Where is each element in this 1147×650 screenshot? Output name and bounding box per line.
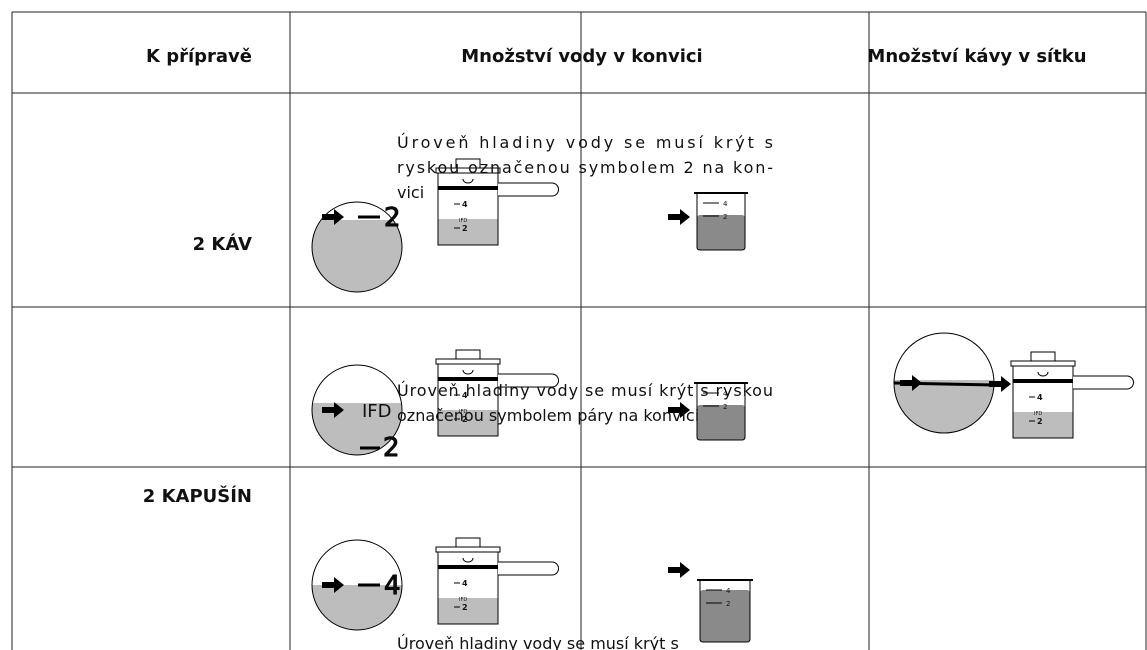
- pot-mark: IFD: [1034, 411, 1042, 417]
- pot-mark: 2: [462, 603, 468, 612]
- basket-mark: 4: [723, 390, 728, 398]
- basket-fill: [700, 590, 750, 642]
- basket-mark: 2: [723, 403, 727, 411]
- arrow: [989, 376, 1011, 392]
- pot-mark: 2: [462, 224, 468, 233]
- arrow: [668, 562, 690, 578]
- arrow: [322, 577, 344, 593]
- pot-rim: [435, 546, 501, 553]
- pot-mark: IFD: [459, 597, 467, 603]
- pot-rim: [435, 167, 501, 174]
- magnifier-circle: [311, 364, 403, 456]
- header-cell: Množství kávy v sítku: [867, 46, 1086, 67]
- basket-body: [696, 193, 746, 251]
- filter-basket: 42: [694, 192, 748, 251]
- pot-mark: 4: [462, 200, 468, 209]
- caption-line: vici: [397, 183, 424, 202]
- level-line: [438, 565, 498, 569]
- pot-fill: [438, 219, 498, 245]
- pot-mark: IFD: [459, 409, 467, 415]
- valve: [1037, 371, 1049, 377]
- zoom-mark: 4: [384, 571, 401, 601]
- pot-mark: 4: [462, 579, 468, 588]
- pot-mark: 2: [1037, 417, 1043, 426]
- pot-fill: [438, 410, 498, 436]
- row-label: 2 KÁV: [193, 233, 252, 255]
- arrow: [900, 375, 922, 391]
- zoom-mark: 2: [384, 203, 401, 233]
- zoom-mark: IFD: [362, 401, 392, 422]
- magnifier: [893, 332, 995, 434]
- caption-line: ryskou označenou symbolem 2 na kon-: [397, 158, 773, 177]
- water: [894, 380, 994, 433]
- arrow: [668, 402, 690, 418]
- header-cell: Množství vody v konvici: [461, 46, 702, 67]
- zoom-mark: 2: [383, 433, 400, 463]
- basket-body: [699, 580, 751, 643]
- magnifier: IFD 2: [311, 364, 403, 464]
- filter-basket: 42: [694, 382, 748, 441]
- pot-rim: [435, 358, 501, 365]
- arrow: [668, 209, 690, 225]
- caption-line: Úroveň hladiny vody se musí krýt s rysko…: [397, 381, 773, 400]
- basket-mark: 2: [726, 600, 730, 608]
- pot-mark: 4: [462, 391, 468, 400]
- filter-basket: 42: [697, 579, 753, 643]
- caption-line: označenou symbolem páry na konvici: [397, 406, 699, 425]
- pot-mark: 2: [462, 415, 468, 424]
- magnifier: 4: [311, 539, 403, 631]
- valve: [462, 557, 474, 563]
- header-cell: K přípravě: [146, 46, 252, 67]
- pot-rim: [1010, 360, 1076, 367]
- pot-fill: [1013, 412, 1073, 438]
- basket-fill: [697, 215, 745, 250]
- level-line: [438, 377, 498, 381]
- basket-fill: [697, 405, 745, 440]
- basket-body: [696, 383, 746, 441]
- pot-mark: 4: [1037, 393, 1043, 402]
- pot-mark: IFD: [459, 218, 467, 224]
- valve: [462, 178, 474, 184]
- magnifier-circle: [311, 539, 403, 631]
- arrow: [322, 402, 344, 418]
- pot-handle: [1073, 375, 1134, 390]
- row-label: 2 KAPUŠÍN: [143, 485, 252, 507]
- pot-handle: [498, 373, 559, 388]
- pot-fill: [438, 598, 498, 624]
- table-grid: [11, 11, 1147, 650]
- pot-handle: [498, 182, 559, 197]
- basket-mark: 4: [726, 587, 731, 595]
- level-line: [438, 186, 498, 190]
- pot-handle: [498, 561, 559, 576]
- caption-line: Úroveň hladiny vody se musí krýt s: [397, 634, 679, 650]
- caption-line: Úroveň hladiny vody se musí krýt s: [397, 133, 773, 152]
- valve: [462, 369, 474, 375]
- magnifier: 2: [311, 201, 403, 293]
- magnifier-circle: [311, 201, 403, 293]
- basket-mark: 4: [723, 200, 728, 208]
- basket-mark: 2: [723, 213, 727, 221]
- arrow: [322, 209, 344, 225]
- level-line: [1013, 379, 1073, 383]
